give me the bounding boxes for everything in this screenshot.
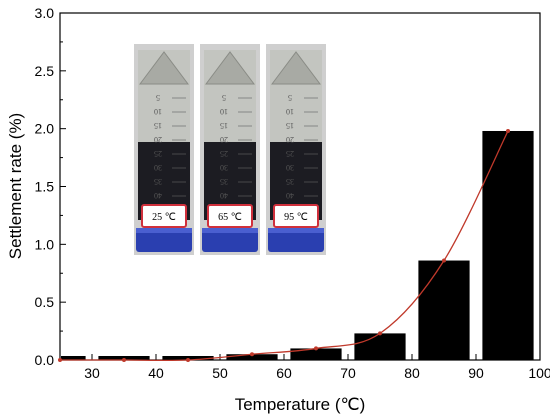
vial-cap bbox=[268, 228, 324, 252]
graduation-label: 10 bbox=[154, 107, 162, 116]
graduation-label: 25 bbox=[154, 149, 162, 158]
graduation-label: 25 bbox=[220, 149, 228, 158]
vial: 5 10 15 20 25 30 35 40 25 ℃ bbox=[134, 44, 194, 255]
graduation-label: 35 bbox=[286, 177, 294, 186]
graduation-label: 10 bbox=[286, 107, 294, 116]
trend-point bbox=[442, 258, 446, 263]
bar-series bbox=[61, 130, 534, 360]
graduation-label: 15 bbox=[220, 121, 228, 130]
y-tick-label: 3.0 bbox=[35, 5, 55, 21]
trend-line bbox=[60, 130, 509, 362]
bar bbox=[61, 356, 86, 360]
y-axis-ticks: 0.0 0.5 1.0 1.5 2.0 2.5 3.0 bbox=[35, 5, 66, 368]
vial: 5 10 15 20 25 30 35 40 65 ℃ bbox=[200, 44, 260, 255]
vial-cone-tip bbox=[205, 51, 255, 85]
trend-point bbox=[314, 346, 318, 351]
x-tick-label: 70 bbox=[340, 365, 356, 381]
x-axis-title: Temperature (℃) bbox=[235, 395, 366, 414]
vial-cap-highlight bbox=[136, 228, 192, 233]
x-tick-label: 100 bbox=[528, 365, 550, 381]
trend-point bbox=[378, 331, 382, 336]
vial-temp-label-box bbox=[207, 204, 253, 228]
vial: 5 10 15 20 25 30 35 40 95 ℃ bbox=[266, 44, 326, 255]
y-tick-label: 2.0 bbox=[35, 121, 55, 137]
vial-cap-highlight bbox=[202, 228, 258, 233]
graduation-label: 35 bbox=[220, 177, 228, 186]
x-tick-label: 50 bbox=[212, 365, 228, 381]
trend-point bbox=[122, 358, 126, 362]
vial-temp-label-box bbox=[141, 204, 187, 228]
graduation-label: 35 bbox=[154, 177, 162, 186]
graduation-label: 25 bbox=[286, 149, 294, 158]
x-tick-label: 90 bbox=[468, 365, 484, 381]
y-tick-label: 1.0 bbox=[35, 236, 55, 252]
graduation-label: 40 bbox=[286, 191, 294, 200]
bar bbox=[290, 348, 342, 360]
graduation-label: 15 bbox=[286, 121, 294, 130]
vial-photo-inset: 5 10 15 20 25 30 35 40 25 ℃ 5 10 15 20 25 30 35 40 65 ℃ 5 1… bbox=[132, 42, 329, 257]
trend-point bbox=[506, 128, 510, 133]
y-tick-label: 1.5 bbox=[35, 179, 55, 195]
bar bbox=[418, 260, 470, 360]
y-tick-label: 0.0 bbox=[35, 352, 55, 368]
graduation-label: 5 bbox=[156, 93, 160, 102]
graduation-label: 20 bbox=[220, 135, 228, 144]
y-tick-label: 0.5 bbox=[35, 294, 55, 310]
graduation-label: 40 bbox=[220, 191, 228, 200]
graduation-label: 30 bbox=[220, 163, 228, 172]
x-tick-label: 30 bbox=[84, 365, 100, 381]
x-tick-label: 40 bbox=[148, 365, 164, 381]
trend-point bbox=[58, 358, 62, 362]
trend-point bbox=[250, 352, 254, 357]
graduation-label: 5 bbox=[288, 93, 292, 102]
vial-temp-label: 65 ℃ bbox=[218, 212, 242, 223]
graduation-label: 15 bbox=[154, 121, 162, 130]
graduation-label: 10 bbox=[220, 107, 228, 116]
trend-point bbox=[186, 358, 190, 362]
bar bbox=[226, 354, 278, 360]
vial-temp-label: 95 ℃ bbox=[284, 212, 308, 223]
vial-cone-tip bbox=[271, 51, 321, 85]
trend-line-series bbox=[58, 128, 510, 362]
y-axis-title: Settlement rate (%) bbox=[6, 113, 25, 259]
graduation-label: 30 bbox=[154, 163, 162, 172]
graduation-label: 5 bbox=[222, 93, 226, 102]
graduation-label: 40 bbox=[154, 191, 162, 200]
vial-cap bbox=[202, 228, 258, 252]
y-tick-label: 2.5 bbox=[35, 63, 55, 79]
vial-temp-label: 25 ℃ bbox=[152, 212, 176, 223]
graduation-label: 30 bbox=[286, 163, 294, 172]
vial-cap bbox=[136, 228, 192, 252]
graduation-label: 20 bbox=[286, 135, 294, 144]
x-tick-label: 60 bbox=[276, 365, 292, 381]
graduation-label: 20 bbox=[154, 135, 162, 144]
vial-cap-highlight bbox=[268, 228, 324, 233]
vial-temp-label-box bbox=[273, 204, 319, 228]
bar bbox=[354, 333, 406, 360]
vial-cone-tip bbox=[139, 51, 189, 85]
bar bbox=[482, 130, 534, 360]
x-tick-label: 80 bbox=[404, 365, 420, 381]
